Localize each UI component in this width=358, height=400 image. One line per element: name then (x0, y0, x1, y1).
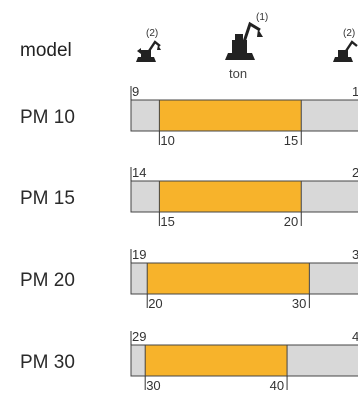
inner-max-label: 40 (270, 378, 284, 393)
outer-min-label: 9 (132, 84, 139, 99)
outer-max-label: 33 (352, 247, 358, 262)
outer-max-label: 45 (352, 329, 358, 344)
outer-min-label: 29 (132, 329, 146, 344)
nominal-range-bar (146, 262, 310, 295)
inner-min-label: 10 (160, 133, 174, 148)
inner-min-label: 15 (160, 214, 174, 229)
inner-max-label: 30 (292, 296, 306, 311)
note-right: (2) (343, 28, 356, 39)
model-label: PM 20 (20, 270, 75, 291)
excavator-small-icon-left (133, 36, 163, 64)
unit-label: ton (229, 66, 248, 81)
model-header: model (20, 40, 72, 61)
outer-max-label: 17 (352, 84, 358, 99)
excavator-large-icon (222, 18, 264, 62)
outer-min-label: 14 (132, 165, 146, 180)
nominal-range-bar (144, 344, 288, 377)
nominal-range-bar (158, 180, 302, 213)
inner-min-label: 20 (148, 296, 162, 311)
outer-max-label: 22 (352, 165, 358, 180)
inner-min-label: 30 (146, 378, 160, 393)
nominal-range-bar (158, 99, 302, 132)
note-left: (2) (146, 28, 159, 39)
model-label: PM 30 (20, 352, 75, 373)
outer-min-label: 19 (132, 247, 146, 262)
inner-max-label: 15 (284, 133, 298, 148)
model-label: PM 10 (20, 107, 75, 128)
inner-max-label: 20 (284, 214, 298, 229)
excavator-small-icon-right (330, 36, 358, 64)
model-label: PM 15 (20, 188, 75, 209)
note-center: (1) (256, 12, 269, 23)
